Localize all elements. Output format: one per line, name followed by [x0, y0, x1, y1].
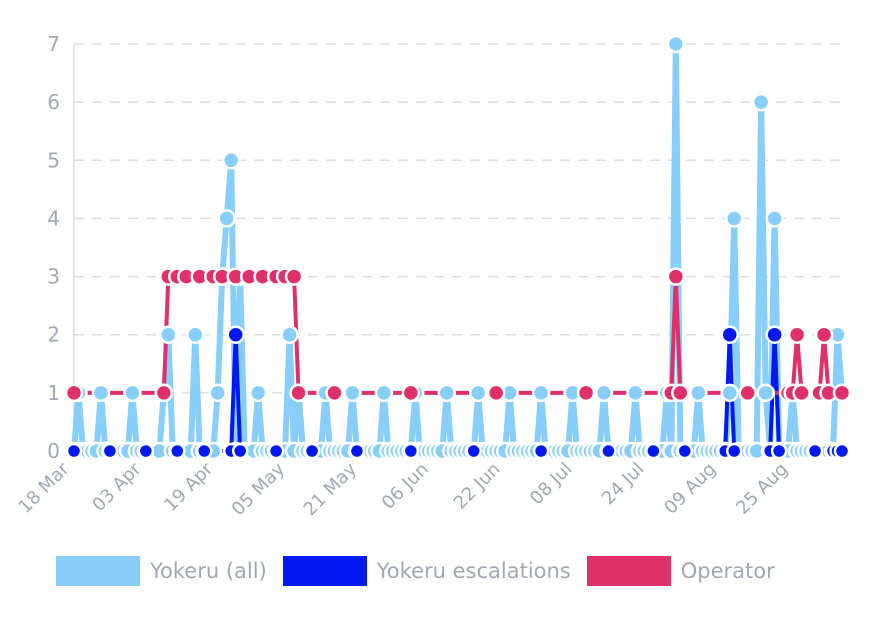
data-point-0[interactable] — [437, 383, 457, 403]
x-tick-label: 09 Aug — [660, 459, 720, 519]
y-tick-label: 5 — [47, 148, 60, 172]
data-point-0[interactable] — [248, 383, 268, 403]
data-point-2[interactable] — [401, 383, 421, 403]
data-point-0[interactable] — [666, 34, 686, 54]
legend-label-yokeru-all: Yokeru (all) — [150, 559, 267, 583]
data-point-0[interactable] — [689, 383, 708, 403]
x-tick-label: 05 May — [228, 458, 290, 520]
x-tick-label: 18 Mar — [14, 458, 74, 518]
data-point-0[interactable] — [751, 92, 771, 112]
data-point-0[interactable] — [531, 383, 551, 403]
data-point-1[interactable] — [303, 442, 321, 460]
data-point-0[interactable] — [159, 325, 178, 344]
legend-item-yokeru-escalations[interactable]: Yokeru escalations — [282, 556, 571, 586]
data-point-1[interactable] — [348, 442, 366, 460]
data-point-2[interactable] — [671, 383, 690, 403]
data-point-0[interactable] — [123, 383, 142, 403]
data-point-1[interactable] — [137, 442, 155, 460]
y-tick-label: 3 — [47, 265, 60, 289]
data-point-2[interactable] — [325, 383, 344, 403]
legend-swatch-operator — [586, 556, 671, 586]
data-point-2[interactable] — [64, 383, 84, 403]
data-point-2[interactable] — [738, 383, 757, 403]
data-point-2[interactable] — [154, 383, 174, 403]
data-point-1[interactable] — [532, 442, 550, 460]
data-point-2[interactable] — [289, 383, 308, 403]
data-point-1[interactable] — [465, 442, 482, 460]
legend-swatch-yokeru-escalations — [282, 556, 367, 586]
data-point-0[interactable] — [280, 325, 299, 344]
x-tick-label: 08 Jul — [526, 459, 576, 509]
legend-label-yokeru-escalations: Yokeru escalations — [376, 559, 571, 583]
data-point-2[interactable] — [576, 383, 596, 403]
data-point-0[interactable] — [756, 383, 775, 403]
y-tick-label: 4 — [47, 206, 60, 230]
legend: Yokeru (all) Yokeru escalations Operator — [56, 556, 775, 586]
data-point-1[interactable] — [402, 442, 420, 460]
data-point-2[interactable] — [787, 325, 807, 344]
data-point-1[interactable] — [169, 442, 186, 460]
data-point-0[interactable] — [765, 209, 784, 228]
data-point-1[interactable] — [226, 325, 245, 344]
data-point-0[interactable] — [217, 209, 236, 228]
legend-item-operator[interactable]: Operator — [586, 556, 775, 586]
data-point-1[interactable] — [196, 442, 213, 460]
data-point-1[interactable] — [765, 325, 784, 344]
data-point-0[interactable] — [221, 151, 241, 170]
data-point-2[interactable] — [792, 383, 811, 403]
data-point-2[interactable] — [284, 267, 304, 286]
data-point-0[interactable] — [208, 383, 227, 403]
y-tick-label: 6 — [47, 90, 60, 114]
data-point-0[interactable] — [724, 209, 744, 228]
y-tick-label: 0 — [47, 439, 60, 463]
data-point-0[interactable] — [374, 383, 394, 403]
x-tick-label: 06 Jun — [378, 459, 433, 514]
legend-swatch-yokeru-all — [56, 556, 140, 586]
data-point-2[interactable] — [814, 325, 834, 344]
data-point-1[interactable] — [267, 442, 285, 460]
x-tick-label: 21 May — [300, 458, 362, 520]
y-tick-label: 2 — [47, 323, 60, 347]
data-point-0[interactable] — [626, 383, 645, 403]
data-point-1[interactable] — [600, 442, 617, 460]
x-tick-label: 25 Aug — [732, 459, 792, 519]
legend-item-yokeru-all[interactable]: Yokeru (all) — [56, 556, 267, 586]
data-point-1[interactable] — [720, 325, 739, 344]
data-point-0[interactable] — [186, 325, 205, 344]
data-point-1[interactable] — [806, 442, 824, 460]
data-point-0[interactable] — [468, 383, 488, 403]
data-point-1[interactable] — [231, 442, 249, 460]
y-tick-label: 7 — [47, 32, 60, 56]
data-point-2[interactable] — [832, 383, 852, 403]
data-point-0[interactable] — [720, 383, 739, 403]
data-point-2[interactable] — [666, 267, 686, 286]
data-point-1[interactable] — [645, 442, 662, 460]
data-point-1[interactable] — [770, 442, 788, 460]
data-point-1[interactable] — [725, 442, 743, 460]
x-tick-label: 24 Jul — [598, 459, 648, 509]
data-point-1[interactable] — [101, 442, 119, 460]
data-point-2[interactable] — [486, 383, 506, 403]
data-point-0[interactable] — [343, 383, 362, 403]
data-point-0[interactable] — [594, 383, 614, 403]
legend-label-operator: Operator — [680, 559, 775, 583]
data-point-0[interactable] — [91, 383, 111, 403]
y-tick-label: 1 — [47, 381, 60, 405]
x-tick-label: 22 Jun — [450, 459, 505, 514]
data-point-1[interactable] — [676, 442, 694, 460]
data-point-1[interactable] — [65, 442, 83, 460]
data-point-1[interactable] — [833, 442, 851, 460]
x-tick-label: 19 Apr — [160, 458, 218, 516]
x-tick-label: 03 Apr — [88, 458, 146, 516]
